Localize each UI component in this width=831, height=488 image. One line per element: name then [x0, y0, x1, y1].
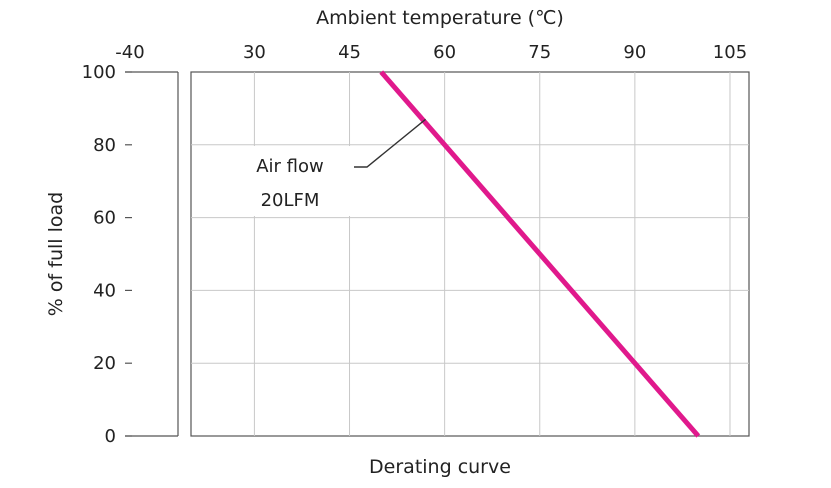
- x-tick-label-105: 105: [713, 42, 747, 63]
- x-tick-label-30: 30: [243, 42, 266, 63]
- y-tick-label-20: 20: [93, 353, 116, 374]
- x-tick-label-45: 45: [338, 42, 361, 63]
- y-tick-label-100: 100: [82, 62, 116, 83]
- y-tick-label-60: 60: [93, 208, 116, 229]
- chart-caption: Derating curve: [369, 456, 511, 478]
- plot-frame: [190, 71, 750, 437]
- x-tick-labels: -40 30 45 60 75 90 105: [115, 42, 747, 63]
- y-tick-label-40: 40: [93, 280, 116, 301]
- annotation-backdrop: [236, 146, 356, 216]
- series-layer: [379, 70, 701, 438]
- x-tick-label-60: 60: [433, 42, 456, 63]
- x-axis-title: Ambient temperature (℃): [316, 7, 564, 29]
- y-axis-title: % of full load: [45, 192, 67, 316]
- x-tick-label--40: -40: [115, 42, 144, 63]
- y-tick-label-0: 0: [105, 426, 116, 447]
- annotation-line-2: 20LFM: [261, 190, 320, 211]
- annotation-leader-line: [354, 118, 427, 168]
- y-tick-label-80: 80: [93, 135, 116, 156]
- y-tick-labels: 0 20 40 60 80 100: [82, 62, 116, 447]
- grid-lines: [191, 72, 749, 436]
- x-tick-label-90: 90: [623, 42, 646, 63]
- series-line-0: [379, 70, 701, 438]
- annotation-line-1: Air flow: [256, 156, 324, 177]
- tick-marks: [125, 71, 132, 437]
- x-tick-label-75: 75: [528, 42, 551, 63]
